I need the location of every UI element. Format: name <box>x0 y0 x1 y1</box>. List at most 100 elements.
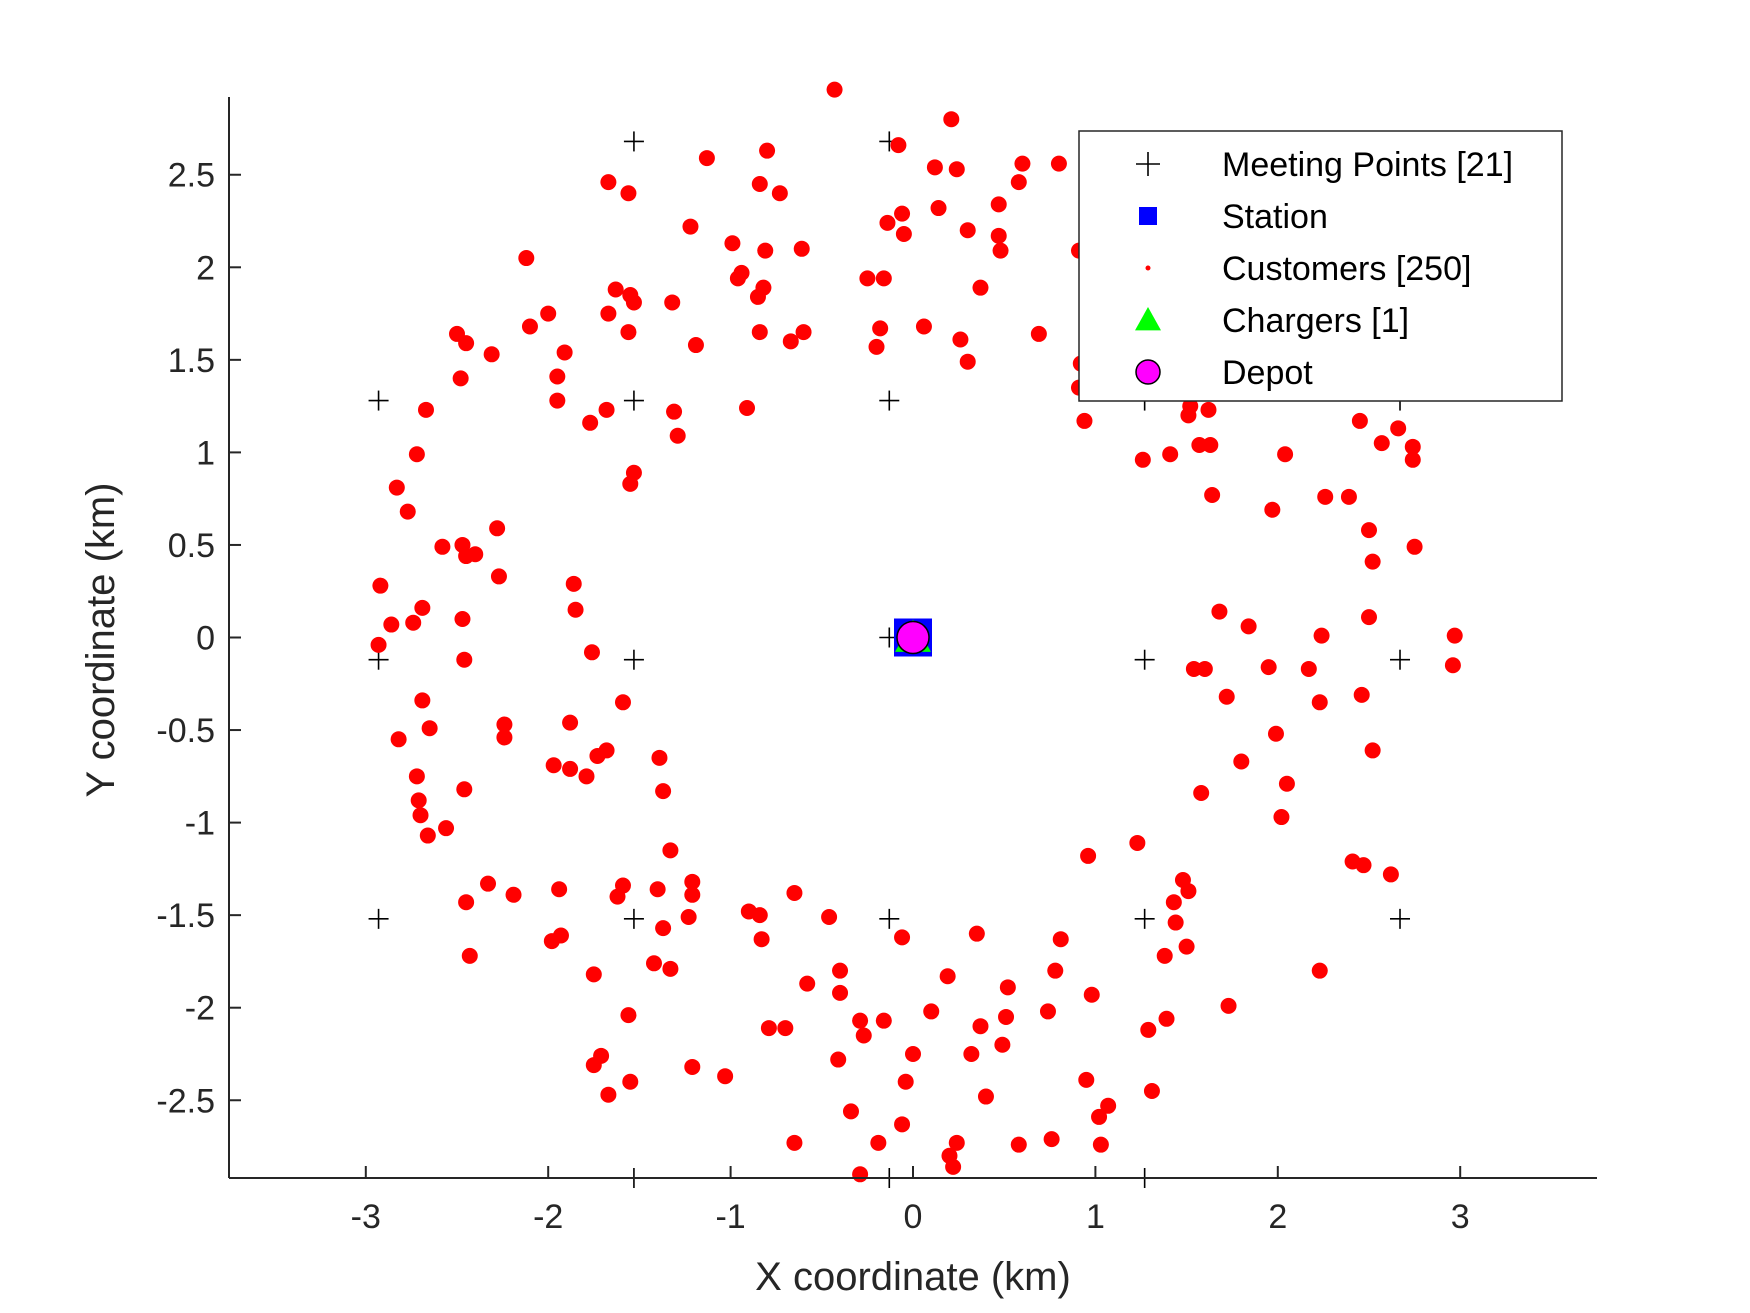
y-tick-label: 1 <box>196 434 215 472</box>
legend-item: Meeting Points [21] <box>1136 146 1513 184</box>
customer-point <box>859 270 876 287</box>
customer-point <box>408 446 425 463</box>
customer-point <box>1180 883 1197 900</box>
customer-point <box>1200 401 1217 418</box>
customer-point <box>540 305 557 322</box>
customer-point <box>585 1057 602 1074</box>
y-tick-label: -1 <box>185 805 215 843</box>
customer-point <box>1078 1071 1095 1088</box>
customer-point <box>567 601 584 618</box>
customer-point <box>1204 486 1221 503</box>
customer-point <box>1364 553 1381 570</box>
customer-point <box>1373 435 1390 452</box>
meeting-point-marker <box>1134 908 1155 929</box>
meeting-point-marker <box>368 390 389 411</box>
customer-point <box>589 747 606 764</box>
customer-point <box>410 792 427 809</box>
customer-point <box>399 503 416 520</box>
legend-label: Depot <box>1222 354 1313 392</box>
customer-point <box>1317 488 1334 505</box>
customer-point <box>1043 1131 1060 1148</box>
customer-point <box>821 909 838 926</box>
y-tick-label: -0.5 <box>156 712 215 750</box>
customer-point <box>551 881 568 898</box>
y-tick-label: 0.5 <box>168 527 215 565</box>
customer-point <box>562 760 579 777</box>
customer-point <box>490 568 507 585</box>
legend-marker <box>1139 207 1157 225</box>
customer-point <box>1361 609 1377 626</box>
customer-point <box>868 338 885 355</box>
customer-point <box>1014 155 1031 172</box>
legend-marker <box>1135 359 1161 385</box>
customer-point <box>751 175 768 192</box>
customer-point <box>1182 398 1199 415</box>
customer-point <box>585 966 602 983</box>
customer-point <box>549 392 566 409</box>
customer-point <box>994 1036 1011 1053</box>
customer-point <box>1158 1010 1175 1027</box>
customer-point <box>915 318 932 335</box>
customer-point <box>1191 436 1208 453</box>
customer-point <box>793 240 810 257</box>
customer-point <box>923 1003 940 1020</box>
customer-point <box>1220 997 1237 1014</box>
customer-point <box>388 479 405 496</box>
customer-point <box>1143 1083 1160 1100</box>
customer-point <box>855 1027 872 1044</box>
legend-label: Station <box>1222 198 1328 236</box>
y-tick-label: 2.5 <box>168 157 215 195</box>
customer-point <box>545 757 562 774</box>
x-tick-label: -1 <box>715 1198 745 1236</box>
customer-point <box>990 196 1007 213</box>
customer-point <box>890 137 907 154</box>
plot-marks <box>368 81 1463 1188</box>
customer-point <box>717 1068 734 1085</box>
customer-point <box>698 150 715 167</box>
customer-point <box>751 324 768 341</box>
customer-point <box>467 546 484 563</box>
customer-point <box>684 1058 701 1075</box>
customer-point <box>452 370 469 387</box>
y-tick-label: 0 <box>196 620 215 658</box>
customer-point <box>620 185 637 202</box>
legend-marker <box>1145 265 1151 271</box>
customer-point <box>786 1134 803 1151</box>
customer-point <box>998 1008 1015 1025</box>
customer-point <box>1134 451 1151 468</box>
customer-point <box>905 1045 921 1062</box>
customer-point <box>842 1103 859 1120</box>
customer-point <box>959 353 976 370</box>
customer-point <box>649 881 666 898</box>
y-tick-label: 2 <box>196 249 215 287</box>
customer-point <box>645 955 662 972</box>
x-tick-label: 2 <box>1268 1198 1287 1236</box>
customer-point <box>1311 962 1328 979</box>
meeting-point-marker <box>623 390 644 411</box>
customer-point <box>390 731 407 748</box>
legend-label: Meeting Points [21] <box>1222 146 1513 184</box>
customer-point <box>1047 962 1064 979</box>
customer-point <box>832 984 849 1001</box>
customer-point <box>456 651 473 668</box>
customer-point <box>1277 446 1294 463</box>
x-axis-ticks: -3 -2 -1 0 1 2 3 <box>351 1166 1470 1236</box>
customer-point <box>1193 784 1210 801</box>
customer-point <box>609 888 626 905</box>
customer-point <box>518 250 535 267</box>
legend-marker <box>1135 307 1161 331</box>
customer-point <box>1092 1136 1109 1153</box>
customer-point <box>1156 947 1173 964</box>
customer-point <box>782 333 799 350</box>
customer-point <box>926 159 943 176</box>
customer-point <box>943 111 960 128</box>
customer-point <box>1446 627 1463 644</box>
y-tick-label: -2.5 <box>156 1082 215 1120</box>
customer-point <box>1211 603 1228 620</box>
customer-point <box>777 1020 794 1037</box>
customer-point <box>992 242 1009 259</box>
customer-point <box>1185 660 1202 677</box>
x-tick-label: 0 <box>904 1198 923 1236</box>
customer-point <box>852 1166 869 1183</box>
customer-point <box>655 783 672 800</box>
